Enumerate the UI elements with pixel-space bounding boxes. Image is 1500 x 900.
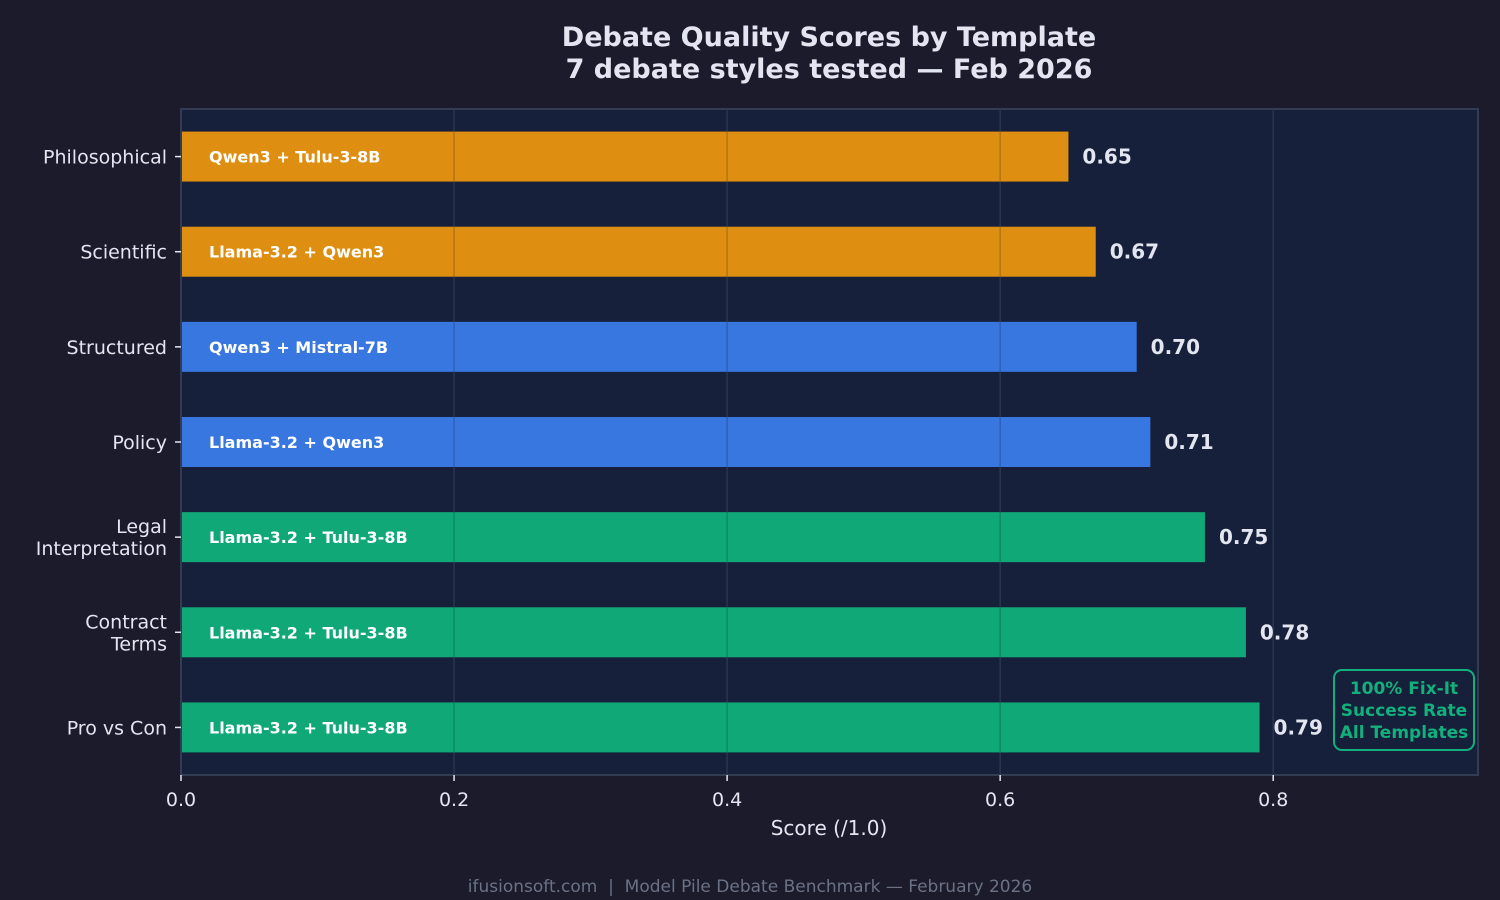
y-tick-label: Contract Terms [85,611,167,655]
value-label: 0.71 [1164,430,1213,454]
value-label: 0.65 [1082,145,1131,169]
y-tick-label: Philosophical [43,147,167,169]
annotation-text: 100% Fix-It [1350,679,1458,699]
bar [182,226,1096,277]
chart-title: Debate Quality Scores by Template [562,22,1096,53]
annotation-box [1333,669,1475,751]
y-tick-label-line: Policy [112,432,167,454]
value-label: 0.75 [1219,525,1268,549]
y-tick-label: Scientific [80,242,167,264]
y-tick-label: Pro vs Con [67,717,167,739]
bar [182,417,1151,467]
x-tick-label: 0.6 [985,789,1015,811]
y-tick-label-line: Contract [85,611,167,633]
x-tick-label: 0.2 [439,789,469,811]
y-tick-label-line: Philosophical [43,147,167,169]
y-tick-label: Structured [67,337,167,359]
bar [182,702,1260,753]
x-axis-label: Score (/1.0) [771,816,888,840]
bar [182,131,1069,182]
bar [182,512,1205,563]
y-tick-label-line: Interpretation [36,538,167,560]
y-tick-label-line: Pro vs Con [67,717,167,739]
y-tick-label: Legal Interpretation [36,516,167,560]
x-tick-label: 0.8 [1258,789,1288,811]
y-tick-label-line: Legal [116,516,167,538]
bar [182,321,1137,372]
value-label: 0.78 [1260,620,1309,644]
bar-label: Llama-3.2 + Tulu-3-8B [209,623,408,642]
y-tick-label-line: Structured [67,337,167,359]
bar [182,607,1246,658]
footer: ifusionsoft.com | Model Pile Debate Benc… [468,877,1032,897]
annotation-text: Success Rate [1341,701,1467,721]
chart-subtitle: 7 debate styles tested — Feb 2026 [566,54,1093,85]
annotation-text: All Templates [1340,723,1469,743]
bar-label: Qwen3 + Tulu-3-8B [209,148,380,167]
bar-label: Llama-3.2 + Qwen3 [209,433,384,452]
y-tick-label-line: Scientific [80,242,167,264]
value-label: 0.67 [1110,240,1159,264]
bar-label: Llama-3.2 + Tulu-3-8B [209,718,408,737]
bar-label: Qwen3 + Mistral-7B [209,338,388,357]
bar-label: Llama-3.2 + Qwen3 [209,243,384,262]
x-tick-label: 0.0 [166,789,196,811]
value-label: 0.79 [1274,715,1323,739]
y-tick-label-line: Terms [110,633,167,655]
bar-label: Llama-3.2 + Tulu-3-8B [209,528,408,547]
x-tick-label: 0.4 [712,789,742,811]
y-tick-label: Policy [112,432,167,454]
value-label: 0.70 [1151,335,1200,359]
